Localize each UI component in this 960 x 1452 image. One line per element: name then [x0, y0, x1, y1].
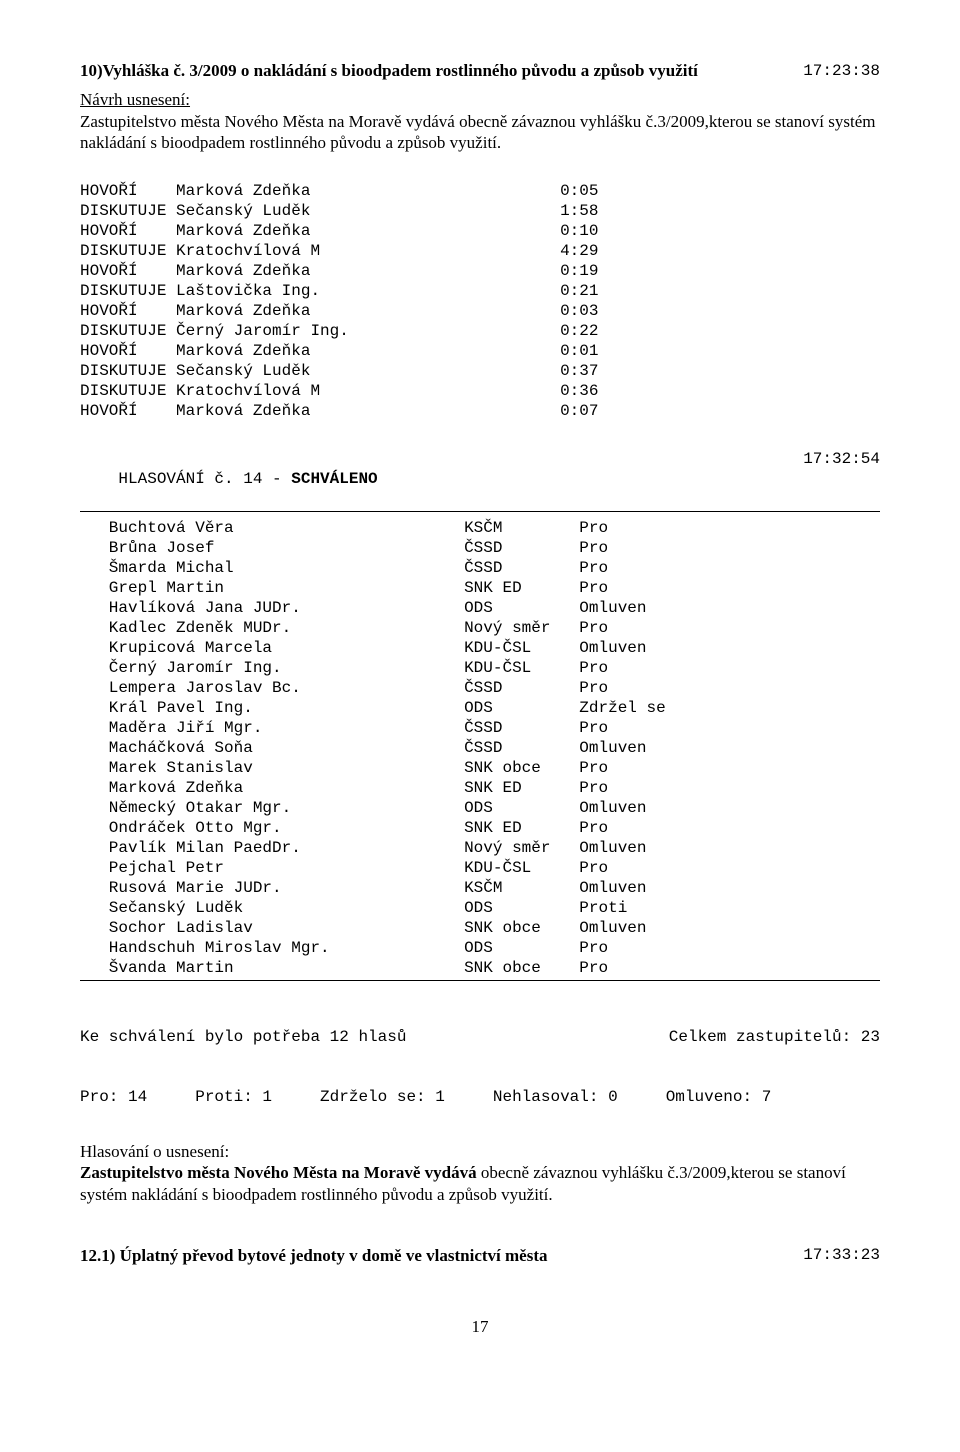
draft-label: Návrh usnesení: — [80, 90, 190, 109]
result-bold: Zastupitelstvo města Nového Města na Mor… — [80, 1163, 477, 1182]
vote-table: Buchtová Věra KSČM Pro Brůna Josef ČSSD … — [80, 518, 880, 978]
vote-time: 17:32:54 — [803, 449, 880, 509]
summary-right: Celkem zastupitelů: 23 — [669, 1027, 880, 1047]
vote-header-left: HLASOVÁNÍ č. 14 - SCHVÁLENO — [80, 449, 378, 509]
summary-line1: Ke schválení bylo potřeba 12 hlasů Celke… — [80, 1027, 880, 1047]
title-main: Vyhláška č. 3/2009 o nakládání s bioodpa… — [103, 61, 698, 80]
vote-result: SCHVÁLENO — [291, 470, 377, 488]
resolution-draft: Návrh usnesení: Zastupitelstvo města Nov… — [80, 89, 880, 153]
draft-text: Zastupitelstvo města Nového Města na Mor… — [80, 112, 876, 152]
vote-summary: Ke schválení bylo potřeba 12 hlasů Celke… — [80, 987, 880, 1127]
divider — [80, 511, 880, 512]
page-number: 17 — [80, 1316, 880, 1337]
next-item-heading: 12.1) Úplatný převod bytové jednoty v do… — [80, 1245, 880, 1266]
summary-left: Ke schválení bylo potřeba 12 hlasů — [80, 1027, 406, 1047]
divider — [80, 980, 880, 981]
next-time: 17:33:23 — [803, 1245, 880, 1266]
next-item-title: 12.1) Úplatný převod bytové jednoty v do… — [80, 1245, 547, 1266]
item-title: 10)Vyhláška č. 3/2009 o nakládání s bioo… — [80, 61, 698, 80]
vote-prefix: HLASOVÁNÍ č. 14 - — [118, 470, 291, 488]
next-prefix: 12.1) — [80, 1246, 120, 1265]
title-prefix: 10) — [80, 61, 103, 80]
summary-line2: Pro: 14 Proti: 1 Zdrželo se: 1 Nehlasova… — [80, 1087, 880, 1107]
vote-header: HLASOVÁNÍ č. 14 - SCHVÁLENO 17:32:54 — [80, 449, 880, 509]
result-label: Hlasování o usnesení: — [80, 1142, 229, 1161]
discussion-log: HOVOŘÍ Marková Zdeňka 0:05 DISKUTUJE Seč… — [80, 181, 880, 421]
resolution-result: Hlasování o usnesení: Zastupitelstvo měs… — [80, 1141, 880, 1205]
next-main: Úplatný převod bytové jednoty v domě ve … — [120, 1246, 548, 1265]
